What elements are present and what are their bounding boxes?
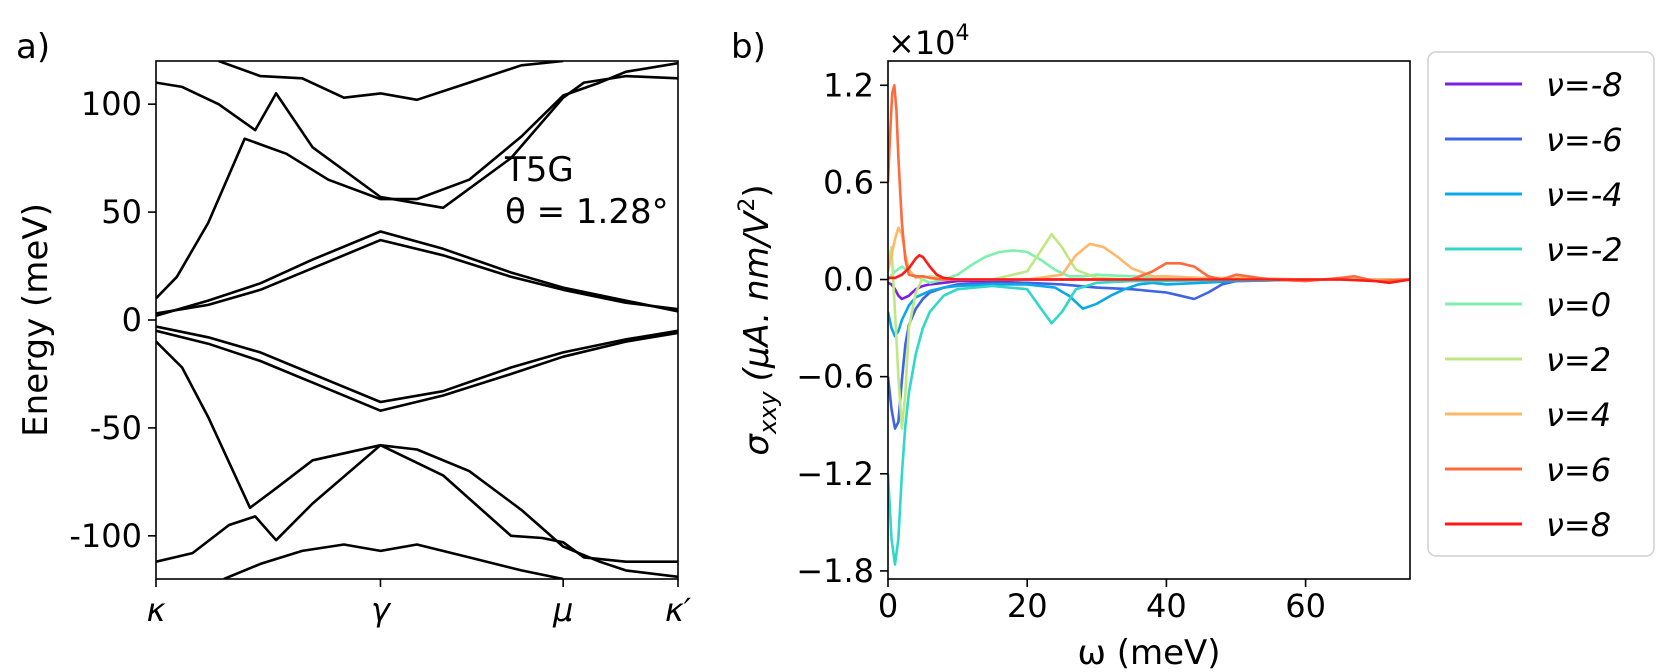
legend-label: ν=-2: [1546, 231, 1623, 269]
y-label-subscript: xxy: [754, 391, 782, 435]
y-tick-label-a: 50: [101, 193, 142, 231]
conductivity-plot-frame: [887, 60, 1411, 580]
legend-label: ν=8: [1546, 506, 1611, 544]
series-line-3: [888, 278, 1410, 566]
conductivity-plot: [888, 84, 1410, 566]
band-plot-frame: [155, 60, 679, 580]
y-label-units-sup: 2: [735, 198, 760, 212]
y-label-sigma: σ: [737, 433, 777, 456]
y-tick-label-b: 0.6: [823, 163, 874, 201]
y-tick-label-a: -50: [90, 409, 142, 447]
x-tick-label-b: 20: [1007, 587, 1048, 625]
y-label-units: (μA. nm/V: [737, 209, 777, 382]
band-line-band-5: [223, 543, 564, 579]
offset-text: ×104: [888, 21, 970, 62]
band-line-band-4: [156, 443, 678, 563]
legend-label: ν=-8: [1546, 66, 1623, 104]
legend-label: ν=4: [1546, 396, 1611, 434]
y-tick-label-b: 1.2: [823, 66, 874, 104]
y-tick-label-a: 100: [81, 85, 142, 123]
legend-label: ν=6: [1546, 451, 1611, 489]
panel-label-b: b): [731, 27, 766, 67]
legend-label: ν=0: [1546, 286, 1611, 324]
band-line-band+1: [156, 238, 678, 315]
y-tick-label-a: -100: [69, 517, 142, 555]
series-line-8: [888, 254, 1410, 285]
y-tick-label-b: −1.8: [796, 552, 874, 590]
legend-label: ν=-6: [1546, 121, 1623, 159]
x-tick-label-a: κ′: [665, 591, 692, 629]
x-tick-label-b: 60: [1285, 587, 1326, 625]
x-tick-label-a: κ: [147, 591, 166, 629]
x-tick-label-b: 0: [878, 587, 898, 625]
band-line-band+4: [156, 74, 678, 210]
legend: ν=-8 ν=-6 ν=-4 ν=-2 ν=0 ν=2 ν=4 ν=6 ν=8: [1445, 66, 1623, 544]
offset-text-base: ×10: [888, 24, 956, 62]
panel-label-a: a): [16, 27, 50, 67]
series-line-5: [888, 232, 1410, 430]
x-tick-label-a: μ: [552, 591, 573, 629]
conductivity-plot-x-axis-label: ω (meV): [1077, 633, 1220, 672]
x-tick-label-a: γ: [371, 591, 392, 629]
band-line-band-2: [156, 329, 678, 412]
band-line-band-1: [156, 325, 678, 404]
series-line-2: [888, 278, 1410, 338]
x-tick-label-b: 40: [1146, 587, 1187, 625]
series-line-7: [888, 84, 1410, 283]
series-line-1: [888, 278, 1410, 430]
band-plot-annotation-angle: θ = 1.28°: [505, 192, 669, 232]
conductivity-plot-ticks: 1.2 0.6 0.0 −0.6 −1.2 −1.80 20 40 60: [796, 66, 1326, 625]
conductivity-plot-y-axis-label: σxxy (μA. nm/V2): [735, 184, 782, 455]
band-plot-y-axis-label: Energy (meV): [16, 203, 56, 437]
offset-text-exponent: 4: [956, 21, 970, 46]
band-line-band+5: [218, 61, 564, 102]
y-tick-label-a: 0: [122, 301, 142, 339]
legend-label: ν=-4: [1546, 176, 1623, 214]
y-label-units-close: ): [737, 184, 777, 197]
band-line-band+2: [156, 230, 678, 317]
legend-label: ν=2: [1546, 341, 1611, 379]
y-tick-label-b: 0.0: [823, 261, 874, 299]
y-tick-label-b: −1.2: [796, 455, 874, 493]
band-plot-annotation-name: T5G: [504, 150, 574, 190]
band-line-band-3: [156, 340, 678, 579]
band-structure-plot: [156, 61, 678, 579]
y-tick-label-b: −0.6: [796, 358, 874, 396]
legend-box: [1427, 51, 1655, 557]
